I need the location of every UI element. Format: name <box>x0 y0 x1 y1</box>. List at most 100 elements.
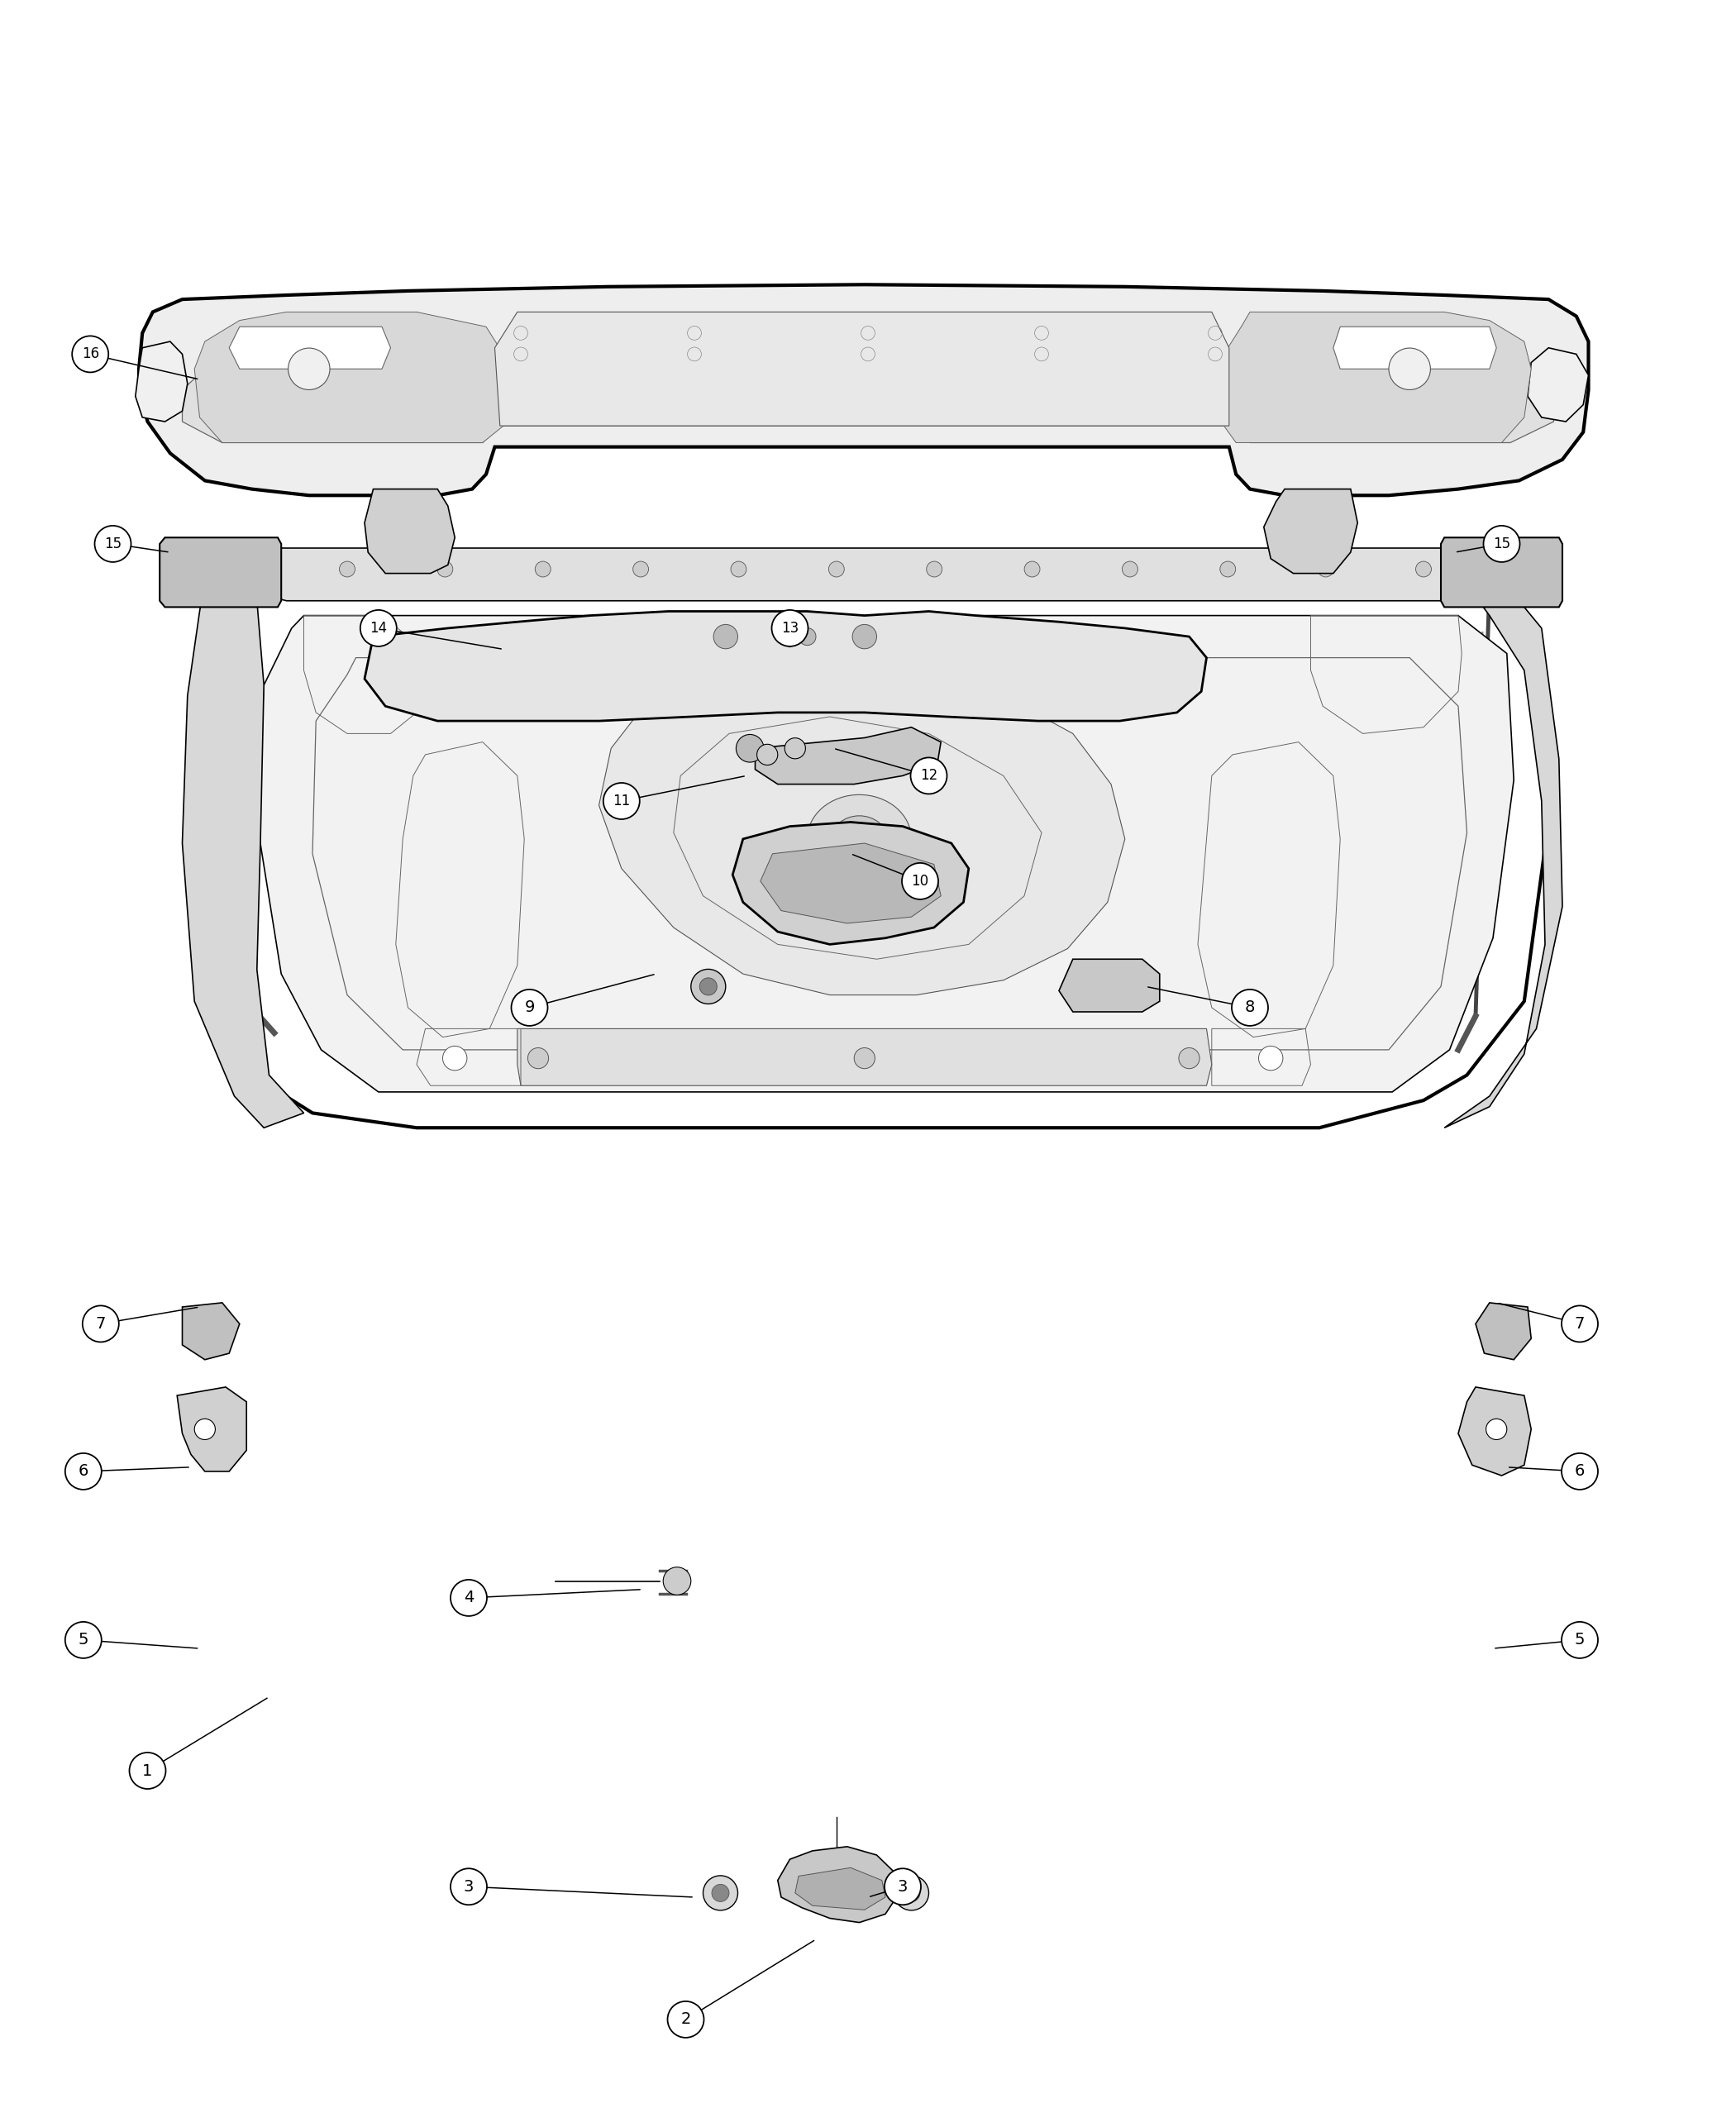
Polygon shape <box>1333 327 1496 369</box>
Circle shape <box>130 1752 165 1790</box>
Polygon shape <box>257 616 1514 1092</box>
Circle shape <box>451 1868 486 1906</box>
Polygon shape <box>733 822 969 944</box>
Polygon shape <box>139 285 1588 495</box>
Circle shape <box>604 782 639 820</box>
Circle shape <box>66 1452 101 1490</box>
Circle shape <box>73 335 108 373</box>
Polygon shape <box>160 538 281 607</box>
Text: 3: 3 <box>464 1878 474 1895</box>
Circle shape <box>903 862 937 900</box>
Text: 6: 6 <box>78 1463 89 1480</box>
Text: 12: 12 <box>920 767 937 784</box>
Polygon shape <box>1224 312 1531 443</box>
Ellipse shape <box>807 795 911 883</box>
Circle shape <box>927 561 943 578</box>
Polygon shape <box>182 1303 240 1360</box>
Polygon shape <box>365 489 455 573</box>
Polygon shape <box>229 327 391 369</box>
Circle shape <box>852 624 877 649</box>
Polygon shape <box>182 580 304 1128</box>
Circle shape <box>854 1048 875 1069</box>
Circle shape <box>1389 348 1430 390</box>
Circle shape <box>903 1885 920 1901</box>
Circle shape <box>1220 561 1236 578</box>
Text: 7: 7 <box>95 1315 106 1332</box>
Circle shape <box>1417 561 1430 578</box>
Circle shape <box>339 561 354 578</box>
Text: 10: 10 <box>911 873 929 890</box>
Circle shape <box>1179 1048 1200 1069</box>
Polygon shape <box>182 369 1554 443</box>
Polygon shape <box>599 670 1125 995</box>
Text: 3: 3 <box>898 1878 908 1895</box>
Text: 13: 13 <box>781 620 799 637</box>
Circle shape <box>535 561 550 578</box>
Circle shape <box>66 1621 101 1659</box>
Polygon shape <box>365 611 1207 721</box>
Circle shape <box>712 1885 729 1901</box>
Polygon shape <box>234 548 1528 601</box>
Circle shape <box>731 561 746 578</box>
Circle shape <box>194 1419 215 1440</box>
Circle shape <box>1562 1452 1597 1490</box>
Circle shape <box>83 1305 118 1343</box>
Circle shape <box>288 348 330 390</box>
Polygon shape <box>1458 1387 1531 1476</box>
Circle shape <box>634 561 649 578</box>
Text: 8: 8 <box>1245 999 1255 1016</box>
Polygon shape <box>760 843 941 923</box>
Circle shape <box>528 1048 549 1069</box>
Ellipse shape <box>832 816 887 862</box>
Circle shape <box>757 744 778 765</box>
Text: 11: 11 <box>613 793 630 809</box>
Circle shape <box>1024 561 1040 578</box>
Circle shape <box>663 1566 691 1596</box>
Circle shape <box>1121 561 1137 578</box>
Circle shape <box>700 978 717 995</box>
Polygon shape <box>1441 538 1562 607</box>
Polygon shape <box>1528 348 1588 422</box>
Circle shape <box>1233 989 1267 1027</box>
Polygon shape <box>1264 489 1358 573</box>
Polygon shape <box>517 1029 1212 1086</box>
Polygon shape <box>1059 959 1160 1012</box>
Polygon shape <box>194 312 503 443</box>
Polygon shape <box>795 1868 885 1910</box>
Circle shape <box>691 970 726 1003</box>
Circle shape <box>799 628 816 645</box>
Polygon shape <box>187 565 1549 1128</box>
Circle shape <box>911 757 946 795</box>
Circle shape <box>95 525 130 563</box>
Text: 14: 14 <box>370 620 387 637</box>
Circle shape <box>1484 525 1519 563</box>
Text: 7: 7 <box>1575 1315 1585 1332</box>
Circle shape <box>1562 1621 1597 1659</box>
Circle shape <box>1318 561 1333 578</box>
Circle shape <box>361 609 396 647</box>
Circle shape <box>1562 1305 1597 1343</box>
Circle shape <box>437 561 453 578</box>
Text: 6: 6 <box>1575 1463 1585 1480</box>
Circle shape <box>885 1868 920 1906</box>
Text: 9: 9 <box>524 999 535 1016</box>
Polygon shape <box>755 727 941 784</box>
Text: 2: 2 <box>681 2011 691 2028</box>
Polygon shape <box>1444 573 1562 1128</box>
Text: 1: 1 <box>142 1762 153 1779</box>
Text: 4: 4 <box>464 1589 474 1606</box>
Circle shape <box>713 624 738 649</box>
Circle shape <box>785 738 806 759</box>
Circle shape <box>894 1876 929 1910</box>
Text: 16: 16 <box>82 346 99 363</box>
Circle shape <box>451 1579 486 1617</box>
Circle shape <box>443 1046 467 1071</box>
Text: 5: 5 <box>78 1632 89 1648</box>
Circle shape <box>1259 1046 1283 1071</box>
Text: 15: 15 <box>1493 535 1510 552</box>
Text: 5: 5 <box>1575 1632 1585 1648</box>
Circle shape <box>703 1876 738 1910</box>
Circle shape <box>668 2000 703 2038</box>
Polygon shape <box>177 1387 247 1471</box>
Polygon shape <box>778 1847 899 1922</box>
